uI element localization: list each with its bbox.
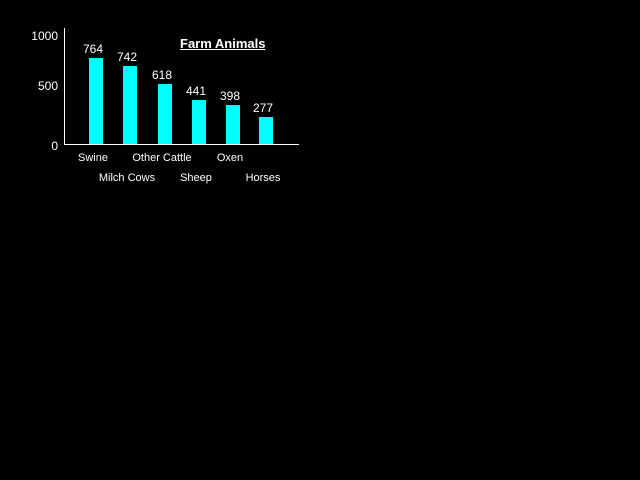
bar-value-sheep: 441	[185, 84, 207, 98]
bar-value-oxen: 398	[219, 89, 241, 103]
bar-value-milch-cows: 742	[116, 50, 138, 64]
y-tick-label-1000: 1000	[31, 29, 58, 43]
category-label-horses: Horses	[245, 172, 281, 184]
category-label-sheep: Sheep	[180, 172, 212, 184]
bar-oxen	[226, 105, 240, 144]
chart-title: Farm Animals	[180, 36, 266, 51]
bar-sheep	[192, 100, 206, 144]
bar-swine	[89, 58, 103, 144]
x-axis-line	[64, 144, 299, 145]
y-tick-label-0: 0	[51, 139, 58, 153]
bar-horses	[259, 117, 273, 144]
bar-value-horses: 277	[252, 101, 274, 115]
bar-value-other-cattle: 618	[151, 68, 173, 82]
category-label-milch-cows: Milch Cows	[98, 172, 156, 184]
bar-milch-cows	[123, 66, 137, 144]
category-label-other-cattle: Other Cattle	[132, 152, 192, 164]
y-axis-line	[64, 28, 65, 145]
category-label-oxen: Oxen	[216, 152, 244, 164]
category-label-swine: Swine	[78, 152, 108, 164]
y-tick-label-500: 500	[37, 79, 58, 93]
bar-value-swine: 764	[82, 42, 104, 56]
bar-other-cattle	[158, 84, 172, 144]
